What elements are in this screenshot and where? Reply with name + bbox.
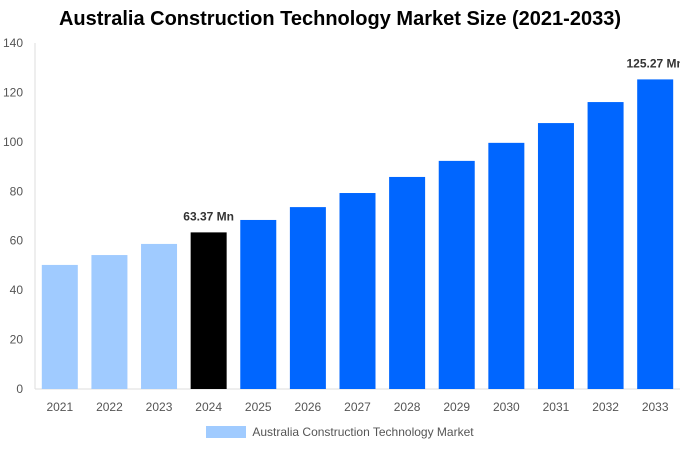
y-tick-label: 100 xyxy=(3,135,23,149)
x-tick-label: 2026 xyxy=(295,400,322,414)
bar-2024 xyxy=(190,232,227,389)
x-tick-label: 2033 xyxy=(642,400,669,414)
bar-2030 xyxy=(488,142,525,389)
x-tick-label: 2025 xyxy=(245,400,272,414)
y-tick-label: 0 xyxy=(16,382,23,396)
x-tick-label: 2032 xyxy=(592,400,619,414)
bar-chart: 0 20 40 60 80 100 120 140 2021 2022 2023 2024 63.37 … xyxy=(3,36,680,414)
x-tick-label: 2022 xyxy=(96,400,123,414)
bar-2033 xyxy=(637,79,674,389)
legend: Australia Construction Technology Market xyxy=(0,425,680,439)
bar-2028 xyxy=(389,176,426,389)
x-tick-label: 2021 xyxy=(46,400,73,414)
bar-2031 xyxy=(537,123,574,390)
data-label: 125.27 Mn xyxy=(627,56,680,70)
bar-2022 xyxy=(91,255,128,389)
x-tick-label: 2023 xyxy=(146,400,173,414)
y-tick-label: 20 xyxy=(10,333,24,347)
legend-label: Australia Construction Technology Market xyxy=(252,425,474,439)
chart-title: Australia Construction Technology Market… xyxy=(58,8,621,30)
bar-2026 xyxy=(289,207,326,389)
x-tick-label: 2027 xyxy=(344,400,371,414)
x-tick-label: 2028 xyxy=(394,400,421,414)
bar-2032 xyxy=(587,102,624,390)
x-tick-label: 2029 xyxy=(443,400,470,414)
bar-2029 xyxy=(438,160,475,389)
y-tick-label: 140 xyxy=(3,36,23,50)
bar-2025 xyxy=(240,219,277,389)
legend-swatch xyxy=(206,426,247,438)
y-tick-label: 80 xyxy=(10,184,24,198)
y-tick-label: 60 xyxy=(10,234,24,248)
bar-2021 xyxy=(41,264,78,389)
y-tick-label: 120 xyxy=(3,85,23,99)
x-tick-label: 2030 xyxy=(493,400,520,414)
bar-2023 xyxy=(141,243,178,389)
y-tick-label: 40 xyxy=(10,283,24,297)
x-tick-label: 2031 xyxy=(543,400,570,414)
bar-2027 xyxy=(339,193,376,389)
data-label: 63.37 Mn xyxy=(183,209,234,223)
x-tick-label: 2024 xyxy=(195,400,222,414)
